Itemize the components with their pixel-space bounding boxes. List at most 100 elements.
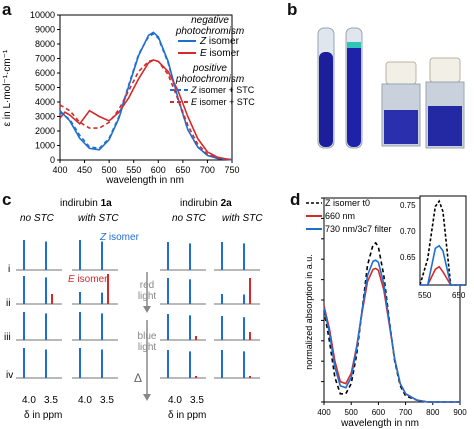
y-tick-label: 9000 bbox=[35, 25, 55, 35]
legend-d-zt0: Z isomer t0 bbox=[325, 198, 370, 208]
inset-ytick-075: 0.75 bbox=[400, 201, 416, 210]
label-z-isomer: Z isomer bbox=[99, 232, 140, 243]
y-tick-label: 6000 bbox=[35, 68, 55, 78]
label-z-isomer-prefix: Z bbox=[99, 232, 107, 243]
label-e-isomer-prefix: E bbox=[68, 274, 75, 285]
title-2a-bold: 2a bbox=[221, 198, 233, 209]
legend-estc: E isomer + STC bbox=[191, 97, 255, 107]
test-tube-1 bbox=[317, 27, 335, 149]
row-label-i: i bbox=[8, 264, 10, 275]
nmr-tick-35-c: 3.5 bbox=[190, 395, 204, 406]
chart-d-inset bbox=[419, 195, 467, 286]
chart-d: 400 500 600 700 800 900 wavelength in nm norm… bbox=[304, 195, 467, 428]
x-tick-label: 800 bbox=[426, 408, 440, 417]
test-tube-2 bbox=[345, 27, 363, 149]
label-delta: Δ bbox=[134, 371, 142, 385]
y-tick-label: 5000 bbox=[35, 83, 55, 93]
x-tick-label: 500 bbox=[345, 408, 359, 417]
x-tick-label: 450 bbox=[77, 165, 92, 175]
nmr-tick-40-a: 4.0 bbox=[22, 395, 36, 406]
inset-ytick-070: 0.70 bbox=[400, 227, 416, 236]
y-tick-label: 0 bbox=[50, 155, 55, 165]
title-1a: indirubin 1a bbox=[60, 198, 112, 209]
series-line-730-nm-3c7-filter bbox=[323, 259, 460, 403]
label-with-stc-2a: with STC bbox=[222, 213, 263, 224]
nmr-tick-40-c: 4.0 bbox=[168, 395, 182, 406]
legend-z-prefix: Z bbox=[199, 36, 207, 47]
title-2a: indirubin 2a bbox=[180, 198, 232, 209]
nmr-tick-35-a: 3.5 bbox=[44, 395, 58, 406]
arrow-red-light-head bbox=[143, 306, 151, 313]
nmr-ppm-label-2a: δ in ppm bbox=[168, 410, 206, 421]
legend-negative-title-1: negative bbox=[191, 15, 229, 26]
legend-d-730: 730 nm/3c7 filter bbox=[325, 224, 392, 234]
nmr-tick-35-b: 3.5 bbox=[100, 395, 114, 406]
label-no-stc-1a: no STC bbox=[20, 213, 55, 224]
arrow-thermal-head bbox=[143, 394, 151, 401]
chart-d-ylabel: normalized absorption in a.u. bbox=[304, 254, 314, 370]
legend-positive-title-1: positive bbox=[192, 63, 227, 74]
label-with-stc-1a: with STC bbox=[78, 213, 119, 224]
legend-z: Z isomer bbox=[199, 36, 240, 47]
panel-label-c: c bbox=[2, 190, 12, 209]
chart-a-plot: 400 450 500 550 600 650 700 750 0 1000 2000 3000 400… bbox=[30, 10, 240, 175]
x-tick-label: 600 bbox=[151, 165, 166, 175]
y-tick-label: 2000 bbox=[35, 126, 55, 136]
chart-a-xlabel: wavelength in nm bbox=[105, 175, 184, 186]
x-tick-label: 650 bbox=[175, 165, 190, 175]
label-no-stc-2a: no STC bbox=[172, 213, 207, 224]
y-tick-label: 4000 bbox=[35, 97, 55, 107]
x-tick-label: 400 bbox=[317, 408, 331, 417]
nmr-panel: indirubin 1a indirubin 2a no STC with ST… bbox=[4, 198, 263, 421]
nmr-tick-40-b: 4.0 bbox=[78, 395, 92, 406]
series-line-e-isomer bbox=[59, 59, 233, 161]
y-tick-label: 3000 bbox=[35, 112, 55, 122]
y-tick-label: 7000 bbox=[35, 54, 55, 64]
series-line-z-isomer-stc bbox=[59, 32, 233, 161]
title-2a-prefix: indirubin bbox=[180, 198, 221, 209]
title-1a-prefix: indirubin bbox=[60, 198, 101, 209]
series-line-e-isomer-stc bbox=[59, 59, 233, 161]
inset-xtick-550: 550 bbox=[418, 291, 432, 300]
chart-d-xlabel: wavelength in nm bbox=[340, 418, 419, 428]
x-tick-label: 700 bbox=[399, 408, 413, 417]
inset-series-730-nm-3c7-filter bbox=[420, 244, 466, 286]
label-e-isomer-suffix: isomer bbox=[75, 274, 108, 285]
x-tick-label: 500 bbox=[102, 165, 117, 175]
chart-d-plot: 400 500 600 700 800 900 bbox=[317, 197, 467, 417]
x-tick-label: 900 bbox=[453, 408, 467, 417]
row-label-ii: ii bbox=[6, 298, 10, 309]
chart-a-ylabel: ε in L·mol⁻¹·cm⁻¹ bbox=[2, 49, 13, 126]
inset-xtick-650: 650 bbox=[452, 291, 466, 300]
title-1a-bold: 1a bbox=[101, 198, 113, 209]
chart-a: 400 450 500 550 600 650 700 750 0 1000 2000 3000 400… bbox=[2, 10, 255, 186]
y-tick-label: 10000 bbox=[30, 10, 55, 20]
panel-label-b: b bbox=[287, 0, 298, 19]
row-label-iv: iv bbox=[6, 370, 13, 381]
panel-label-a: a bbox=[2, 0, 12, 19]
cuvette-1 bbox=[381, 61, 421, 147]
series-line-660-nm bbox=[323, 267, 460, 403]
legend-zstc: Z isomer + STC bbox=[190, 85, 255, 95]
x-tick-label: 600 bbox=[372, 408, 386, 417]
legend-zstc-suffix: isomer + STC bbox=[197, 85, 255, 95]
legend-estc-suffix: isomer + STC bbox=[197, 97, 255, 107]
panel-label-d: d bbox=[290, 190, 301, 209]
cuvette-2 bbox=[425, 57, 465, 149]
nmr-spectra bbox=[16, 240, 260, 379]
legend-z-suffix: isomer bbox=[206, 36, 239, 47]
x-tick-label: 750 bbox=[224, 165, 239, 175]
legend-positive-title-2: photochromism bbox=[175, 74, 244, 85]
legend-zstc-prefix: Z bbox=[190, 85, 197, 95]
x-tick-label: 400 bbox=[52, 165, 67, 175]
photo-vials bbox=[317, 27, 465, 149]
legend-e-suffix: isomer bbox=[207, 48, 240, 59]
x-tick-label: 550 bbox=[126, 165, 141, 175]
x-tick-label: 700 bbox=[200, 165, 215, 175]
y-tick-label: 1000 bbox=[35, 141, 55, 151]
y-tick-label: 8000 bbox=[35, 39, 55, 49]
label-z-isomer-suffix: isomer bbox=[106, 232, 139, 243]
legend-e: E isomer bbox=[200, 48, 240, 59]
legend-e-prefix: E bbox=[200, 48, 207, 59]
row-label-iii: iii bbox=[4, 332, 11, 343]
